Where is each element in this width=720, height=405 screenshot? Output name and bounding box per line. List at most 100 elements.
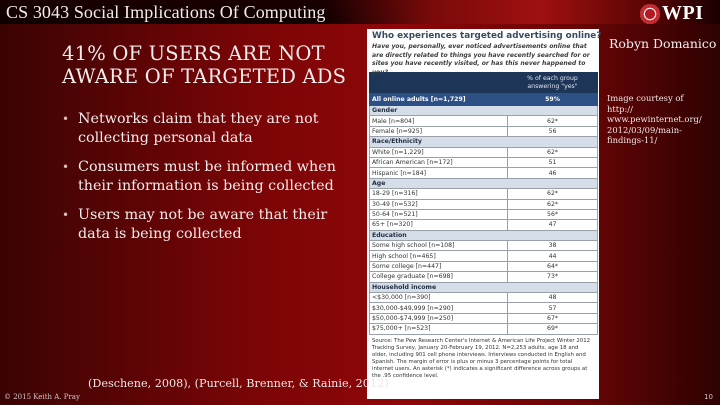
bullet-icon: •	[62, 160, 70, 174]
row-value: 57	[507, 302, 598, 314]
table-row: 50-64 [n=521] 56*	[369, 208, 598, 221]
row-value: 64*	[507, 260, 598, 273]
table-row: Some high school [n=108] 38	[369, 240, 598, 252]
header-line: % of each group	[527, 75, 578, 82]
wpi-logo: WPI	[640, 2, 704, 25]
row-value: 44	[507, 250, 598, 262]
row-label: 50-64 [n=521]	[369, 208, 508, 221]
row-label: Male [n=804]	[369, 115, 508, 127]
row-label: White [n=1,229]	[369, 146, 508, 158]
row-value: 73*	[507, 271, 598, 283]
courtesy-line: http://	[607, 103, 633, 114]
table-row: White [n=1,229] 62*	[369, 146, 598, 158]
row-label: 30-49 [n=532]	[369, 198, 508, 210]
bullet-text: their information is being collected	[78, 178, 334, 194]
image-courtesy: Image courtesy of http:// www.pewinterne…	[607, 93, 719, 146]
bullet-icon: •	[62, 208, 70, 222]
table-row: $75,000+ [n=523] 69*	[369, 323, 598, 335]
row-value: 69*	[507, 323, 598, 335]
header-line: answering "yes"	[527, 82, 578, 90]
table-row: 30-49 [n=532] 62*	[369, 198, 598, 210]
bullet-item: • Users may not be aware that their data…	[60, 206, 360, 244]
bullet-item: • Networks claim that they are not colle…	[60, 110, 360, 148]
table-section-row: Gender	[369, 104, 598, 117]
citation: (Deschene, 2008), (Purcell, Brenner, & R…	[88, 377, 389, 390]
table-row: Male [n=804] 62*	[369, 115, 598, 127]
slide-headline: 41% OF USERS ARE NOT AWARE OF TARGETED A…	[62, 42, 362, 88]
row-value: 62*	[507, 188, 598, 200]
section-title: Gender	[369, 104, 598, 117]
row-label: Hispanic [n=184]	[369, 167, 508, 179]
table-row: <$30,000 [n=390] 48	[369, 292, 598, 304]
table-row: Some college [n=447] 64*	[369, 260, 598, 273]
row-value: 56	[507, 125, 598, 138]
wpi-seal-icon	[640, 3, 660, 24]
headline-line-1: 41% OF USERS ARE NOT	[62, 42, 325, 65]
headline-line-2: AWARE OF TARGETED ADS	[62, 65, 347, 88]
survey-table: % of each group answering "yes" All onli…	[369, 72, 598, 335]
row-value: 62*	[507, 198, 598, 210]
bullet-text: Networks claim that they are not	[78, 111, 319, 127]
courtesy-line: Image courtesy of	[607, 93, 684, 103]
row-value: 59%	[507, 92, 598, 106]
row-value: 62*	[507, 146, 598, 158]
bullet-item: • Consumers must be informed when their …	[60, 158, 360, 196]
table-row: Hispanic [n=184] 46	[369, 167, 598, 179]
row-value: 48	[507, 292, 598, 304]
section-title: Household income	[369, 281, 598, 294]
table-header-percent: % of each group answering "yes"	[507, 72, 598, 93]
table-row: College graduate [n=698] 73*	[369, 271, 598, 283]
row-label: 18-29 [n=316]	[369, 188, 508, 200]
courtesy-line: findings-11/	[607, 135, 658, 146]
row-value: 62*	[507, 115, 598, 127]
bullet-text: Consumers must be informed when	[78, 159, 336, 175]
row-label: College graduate [n=698]	[369, 271, 508, 283]
table-header-blank	[369, 72, 508, 93]
section-title: Education	[369, 229, 598, 242]
table-section-row: Education	[369, 229, 598, 242]
table-section-row: Age	[369, 177, 598, 190]
survey-source-note: Source: The Pew Research Center's Intern…	[372, 337, 591, 380]
section-title: Age	[369, 177, 598, 190]
course-title: CS 3043 Social Implications Of Computing	[6, 2, 326, 22]
row-label: $30,000-$49,999 [n=290]	[369, 302, 508, 314]
bullet-list: • Networks claim that they are not colle…	[60, 110, 360, 254]
table-section-row: Race/Ethnicity	[369, 136, 598, 148]
bullet-text: collecting personal data	[78, 130, 253, 146]
table-header-row: % of each group answering "yes"	[369, 72, 598, 93]
row-value: 47	[507, 219, 598, 231]
row-label: Female [n=925]	[369, 125, 508, 138]
table-row: Female [n=925] 56	[369, 125, 598, 138]
table-row: 65+ [n=320] 47	[369, 219, 598, 231]
copyright: © 2015 Keith A. Pray	[4, 393, 80, 401]
survey-table-image: Who experiences targeted advertising onl…	[367, 29, 602, 399]
bullet-text: Users may not be aware that their	[78, 207, 328, 223]
section-title: Race/Ethnicity	[369, 136, 598, 148]
row-value: 67*	[507, 312, 598, 325]
table-row-overall: All online adults [n=1,729] 59%	[369, 92, 598, 106]
page-number: 10	[704, 393, 713, 401]
row-value: 46	[507, 167, 598, 179]
table-row: High school [n=465] 44	[369, 250, 598, 262]
row-label: $50,000-$74,999 [n=250]	[369, 312, 508, 325]
table-section-row: Household income	[369, 281, 598, 294]
row-label: All online adults [n=1,729]	[369, 92, 508, 106]
table-row: $50,000-$74,999 [n=250] 67*	[369, 312, 598, 325]
table-row: African American [n=172] 51	[369, 156, 598, 169]
row-label: African American [n=172]	[369, 156, 508, 169]
wpi-logo-text: WPI	[662, 2, 704, 24]
bullet-icon: •	[62, 112, 70, 126]
row-label: $75,000+ [n=523]	[369, 323, 508, 335]
row-label: 65+ [n=320]	[369, 219, 508, 231]
row-value: 56*	[507, 208, 598, 221]
row-label: Some high school [n=108]	[369, 240, 508, 252]
survey-question: Have you, personally, ever noticed adver…	[372, 43, 590, 76]
row-label: High school [n=465]	[369, 250, 508, 262]
table-row: $30,000-$49,999 [n=290] 57	[369, 302, 598, 314]
row-label: <$30,000 [n=390]	[369, 292, 508, 304]
author-name: Robyn Domanico	[609, 36, 717, 51]
survey-title: Who experiences targeted advertising onl…	[372, 31, 602, 41]
courtesy-line: www.pewinternet.org/	[607, 114, 702, 125]
bullet-text: data is being collected	[78, 226, 242, 242]
